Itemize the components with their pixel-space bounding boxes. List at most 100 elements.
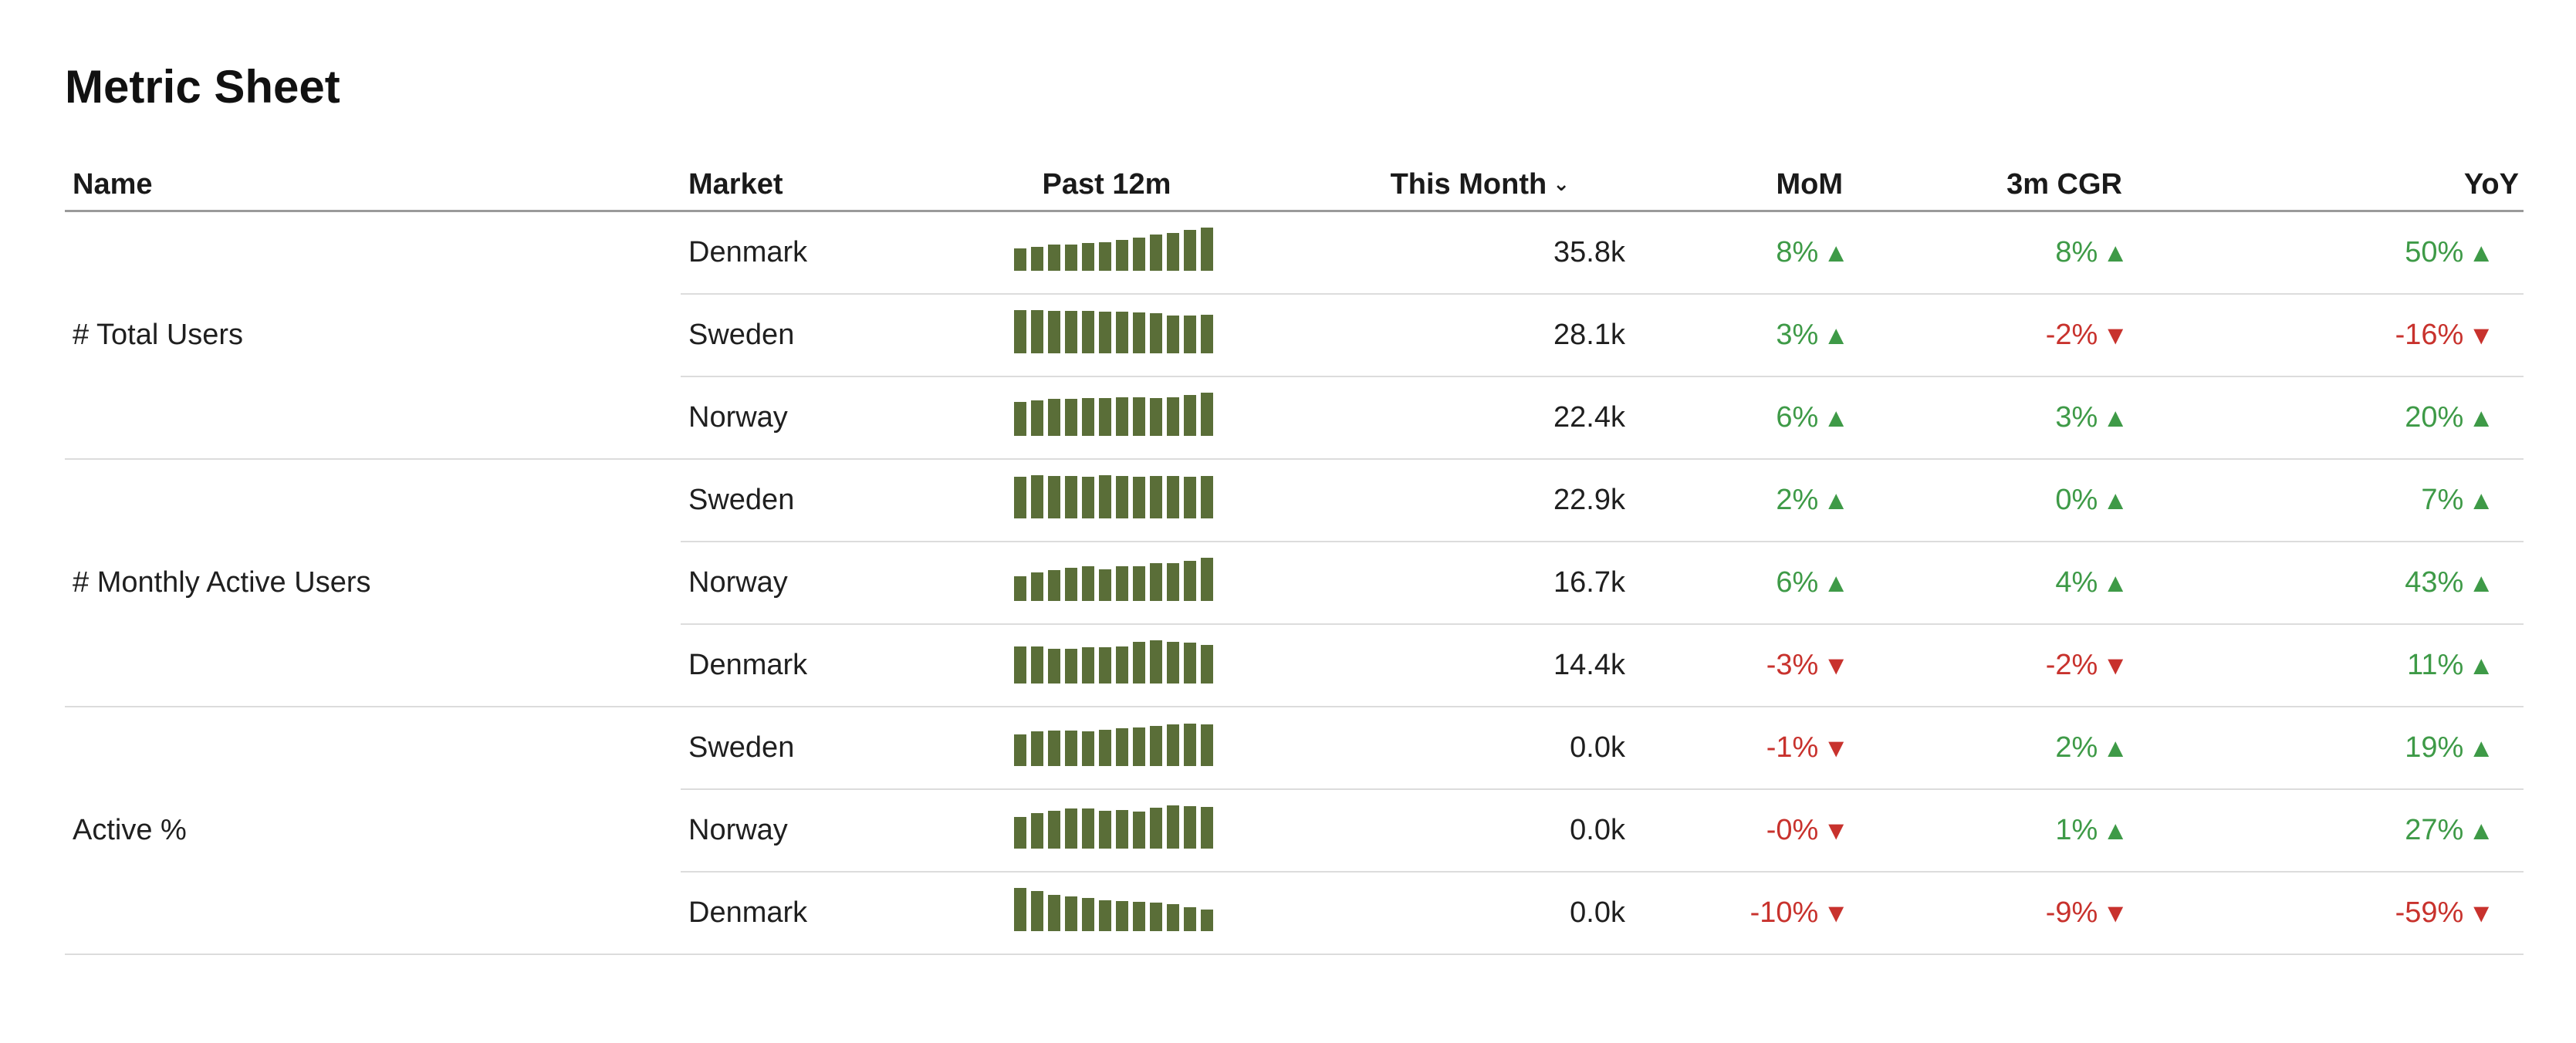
sparkline-bar — [1167, 724, 1179, 766]
sparkline-bar — [1133, 811, 1145, 849]
triangle-down-icon: ▼ — [1823, 734, 1849, 763]
sparkline-bar — [1184, 560, 1196, 601]
mom-cell: 6% ▲ — [1655, 542, 1905, 625]
triangle-down-icon: ▼ — [1823, 651, 1849, 680]
this-month-value: 16.7k — [1207, 542, 1655, 625]
sparkline-bar — [1031, 890, 1043, 931]
table-row[interactable]: # Total Users Denmark 35.8k 8% ▲ 8% ▲ 50% ▲ — [65, 211, 2524, 460]
cgr-cell: -2% ▼ — [1905, 294, 2184, 377]
table-row[interactable]: Norway 0.0k -0% ▼ 1% ▲ 27% ▲ — [65, 789, 2524, 873]
triangle-up-icon: ▲ — [2468, 569, 2494, 598]
table-row[interactable]: Sweden 28.1k 3% ▲ -2% ▼ -16% ▼ — [65, 294, 2524, 377]
cgr-cell-value: 3% — [2055, 401, 2098, 434]
table-row[interactable]: Denmark 0.0k -10% ▼ -9% ▼ -59% ▼ — [65, 872, 2524, 955]
sparkline-bar — [1065, 648, 1077, 684]
yoy-cell-value: 7% — [2421, 484, 2464, 516]
sparkline-bar — [1082, 310, 1094, 353]
sparkline-bar — [1116, 311, 1128, 353]
triangle-down-icon: ▼ — [2102, 651, 2128, 680]
sparkline-bar — [1082, 476, 1094, 518]
cgr-cell-value: -2% — [2045, 649, 2098, 681]
sparkline-bar — [1184, 906, 1196, 931]
sparkline-bar — [1150, 902, 1162, 931]
sparkline — [1014, 640, 1213, 684]
mom-cell-value: -0% — [1766, 814, 1819, 846]
triangle-up-icon: ▲ — [2468, 238, 2494, 268]
sparkline-bar — [1099, 397, 1111, 436]
table-header-row: Name Market Past 12m This Month ⌄ MoM 3m … — [65, 159, 2524, 212]
this-month-value: 0.0k — [1207, 707, 1655, 790]
yoy-cell: 11% ▲ — [2184, 624, 2524, 707]
yoy-cell: 20% ▲ — [2184, 376, 2524, 460]
sparkline-cell — [1006, 872, 1213, 955]
sparkline-bar — [1116, 646, 1128, 684]
sparkline-bar — [1150, 475, 1162, 518]
table-row[interactable]: Norway 22.4k 6% ▲ 3% ▲ 20% ▲ — [65, 376, 2524, 460]
sparkline-cell — [1006, 707, 1213, 790]
sparkline-bar — [1201, 557, 1213, 601]
metric-table: Name Market Past 12m This Month ⌄ MoM 3m … — [65, 159, 2524, 955]
sparkline-bar — [1133, 237, 1145, 271]
column-header-yoy[interactable]: YoY — [2184, 159, 2524, 212]
sparkline-bar — [1031, 309, 1043, 353]
sparkline-bar — [1167, 475, 1179, 518]
sparkline — [1014, 557, 1213, 601]
sparkline-bar — [1014, 248, 1026, 271]
cgr-cell: -9% ▼ — [1905, 872, 2184, 955]
triangle-up-icon: ▲ — [2468, 816, 2494, 846]
sparkline-bar — [1014, 734, 1026, 766]
triangle-up-icon: ▲ — [2102, 486, 2128, 515]
yoy-cell-value: 43% — [2405, 566, 2464, 599]
sparkline-bar — [1167, 562, 1179, 601]
sparkline-bar — [1014, 476, 1026, 518]
mom-cell-value: 6% — [1776, 566, 1819, 599]
yoy-cell: -16% ▼ — [2184, 294, 2524, 377]
sparkline-bar — [1116, 397, 1128, 436]
this-month-value: 22.4k — [1207, 376, 1655, 460]
column-header-this-month[interactable]: This Month ⌄ — [1207, 159, 1655, 212]
column-header-market[interactable]: Market — [681, 159, 1006, 212]
column-header-mom[interactable]: MoM — [1655, 159, 1905, 212]
table-row[interactable]: Denmark 14.4k -3% ▼ -2% ▼ 11% ▲ — [65, 624, 2524, 707]
table-row[interactable]: # Monthly Active Users Sweden 22.9k 2% ▲ 0% ▲ 7… — [65, 459, 2524, 707]
yoy-cell-value: 50% — [2405, 236, 2464, 268]
column-header-3m-cgr[interactable]: 3m CGR — [1905, 159, 2184, 212]
sparkline-bar — [1167, 805, 1179, 849]
sparkline-bar — [1082, 897, 1094, 931]
triangle-down-icon: ▼ — [2102, 899, 2128, 928]
this-month-value: 0.0k — [1207, 872, 1655, 955]
sparkline-bar — [1048, 569, 1060, 601]
market-cell: Norway — [681, 542, 1006, 625]
mom-cell-value: -1% — [1766, 731, 1819, 764]
triangle-up-icon: ▲ — [2102, 403, 2128, 433]
sparkline-bar — [1116, 809, 1128, 849]
sparkline-bar — [1099, 810, 1111, 849]
column-header-past-12m[interactable]: Past 12m — [1006, 159, 1207, 212]
mom-cell-value: 8% — [1776, 236, 1819, 268]
triangle-up-icon: ▲ — [1823, 486, 1849, 515]
chevron-down-icon[interactable]: ⌄ — [1553, 171, 1570, 195]
cgr-cell: 0% ▲ — [1905, 459, 2184, 542]
triangle-up-icon: ▲ — [1823, 321, 1849, 350]
metric-name: Active % — [65, 707, 681, 955]
sparkline-bar — [1082, 242, 1094, 271]
table-row[interactable]: Norway 16.7k 6% ▲ 4% ▲ 43% ▲ — [65, 542, 2524, 625]
sparkline-bar — [1133, 476, 1145, 518]
sparkline-bar — [1167, 397, 1179, 436]
sparkline-bar — [1048, 810, 1060, 849]
cgr-cell: 4% ▲ — [1905, 542, 2184, 625]
sparkline-bar — [1150, 234, 1162, 271]
mom-cell: 8% ▲ — [1655, 211, 1905, 295]
mom-cell: -1% ▼ — [1655, 707, 1905, 790]
sparkline-bar — [1031, 646, 1043, 684]
table-row[interactable]: Active % Sweden 0.0k -1% ▼ 2% ▲ 19% ▲ — [65, 707, 2524, 955]
sparkline-bar — [1014, 816, 1026, 849]
page-title: Metric Sheet — [65, 61, 340, 113]
sparkline-bar — [1150, 397, 1162, 436]
yoy-cell-value: -59% — [2395, 896, 2464, 929]
sparkline-bar — [1133, 641, 1145, 684]
triangle-up-icon: ▲ — [2468, 403, 2494, 433]
column-header-name[interactable]: Name — [65, 159, 681, 212]
sparkline-bar — [1116, 727, 1128, 766]
sparkline-bar — [1031, 400, 1043, 436]
